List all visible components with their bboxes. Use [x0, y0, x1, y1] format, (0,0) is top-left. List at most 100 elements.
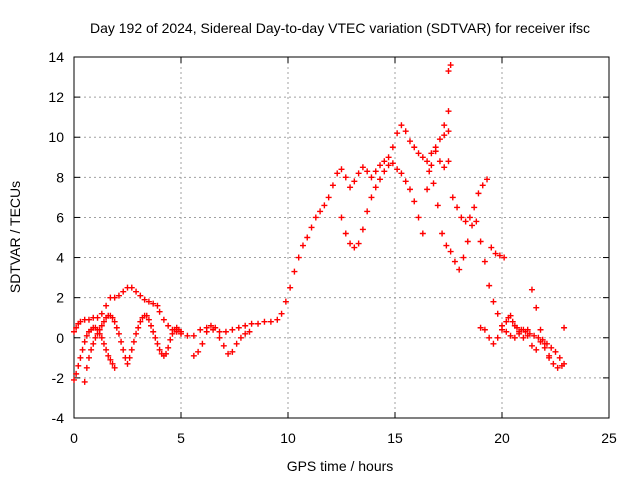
ticks: 0 5 10 15 20 25 -4 -2 0 2 4 6 8 10 12 14	[48, 49, 617, 446]
data-point	[486, 334, 493, 341]
data-point	[494, 310, 501, 317]
data-point	[216, 334, 223, 341]
data-point	[503, 318, 510, 325]
data-point	[100, 340, 107, 347]
data-point	[402, 178, 409, 185]
data-point	[282, 298, 289, 305]
data-point	[385, 162, 392, 169]
data-point	[246, 328, 253, 335]
data-point	[347, 240, 354, 247]
data-point	[441, 164, 448, 171]
data-point	[156, 308, 163, 315]
data-point	[439, 230, 446, 237]
data-point	[550, 360, 557, 367]
data-point	[484, 176, 491, 183]
data-point	[111, 294, 118, 301]
data-point	[428, 150, 435, 157]
data-point	[100, 318, 107, 325]
data-point	[473, 218, 480, 225]
data-point	[342, 174, 349, 181]
series-branch-b	[81, 312, 184, 385]
data-point	[531, 332, 538, 339]
data-point	[237, 334, 244, 341]
data-point	[199, 340, 206, 347]
y-tick-label: 10	[48, 129, 64, 145]
data-point	[81, 378, 88, 385]
data-point	[312, 214, 319, 221]
data-point	[334, 170, 341, 177]
data-point	[411, 144, 418, 151]
data-point	[552, 348, 559, 355]
chart-title: Day 192 of 2024, Sidereal Day-to-day VTE…	[90, 20, 590, 36]
data-point	[111, 318, 118, 325]
data-point	[342, 230, 349, 237]
data-point	[150, 300, 157, 307]
data-point	[299, 242, 306, 249]
y-tick-label: 0	[56, 330, 64, 346]
data-point	[267, 318, 274, 325]
data-point	[469, 222, 476, 229]
data-point	[94, 314, 101, 321]
data-point	[394, 166, 401, 173]
x-tick-label: 10	[280, 430, 296, 446]
data-point	[419, 154, 426, 161]
data-point	[98, 322, 105, 329]
data-point	[107, 356, 114, 363]
data-point	[71, 328, 77, 335]
data-point	[415, 150, 422, 157]
data-point	[308, 224, 315, 231]
data-point	[160, 316, 167, 323]
data-point	[90, 340, 97, 347]
data-point	[167, 336, 174, 343]
data-point	[451, 258, 458, 265]
data-point	[190, 332, 197, 339]
data-point	[154, 340, 161, 347]
data-point	[445, 128, 452, 135]
data-point	[426, 168, 433, 175]
data-point	[406, 186, 413, 193]
x-axis-label: GPS time / hours	[287, 458, 394, 474]
series-branch-d	[338, 148, 452, 251]
data-point	[128, 284, 135, 291]
data-point	[488, 244, 495, 251]
data-point	[377, 162, 384, 169]
data-point	[441, 132, 448, 139]
data-point	[449, 194, 456, 201]
data-point	[79, 346, 86, 353]
data-point	[475, 190, 482, 197]
data-point	[248, 320, 255, 327]
data-point	[364, 168, 371, 175]
data-point	[458, 214, 465, 221]
data-point	[152, 334, 159, 341]
data-point	[321, 202, 328, 209]
data-point	[477, 324, 484, 331]
series-branch-a	[71, 324, 118, 383]
data-point	[130, 338, 137, 345]
data-point	[222, 328, 229, 335]
data-point	[460, 254, 467, 261]
data-point	[71, 376, 77, 383]
data-point	[471, 204, 478, 211]
data-point	[145, 298, 152, 305]
data-point	[77, 318, 84, 325]
data-point	[556, 354, 563, 361]
data-point	[445, 108, 452, 115]
data-point	[295, 254, 302, 261]
data-point	[207, 322, 214, 329]
data-point	[424, 158, 431, 165]
data-point	[359, 226, 366, 233]
data-point	[103, 302, 110, 309]
data-point	[242, 330, 249, 337]
data-point	[511, 334, 518, 341]
data-point	[389, 160, 396, 167]
data-point	[115, 292, 122, 299]
data-point	[109, 360, 116, 367]
data-point	[528, 286, 535, 293]
data-point	[490, 340, 497, 347]
data-point	[355, 170, 362, 177]
y-tick-label: 12	[48, 89, 64, 105]
data-point	[394, 130, 401, 137]
x-tick-label: 5	[177, 430, 185, 446]
data-point	[524, 332, 531, 339]
